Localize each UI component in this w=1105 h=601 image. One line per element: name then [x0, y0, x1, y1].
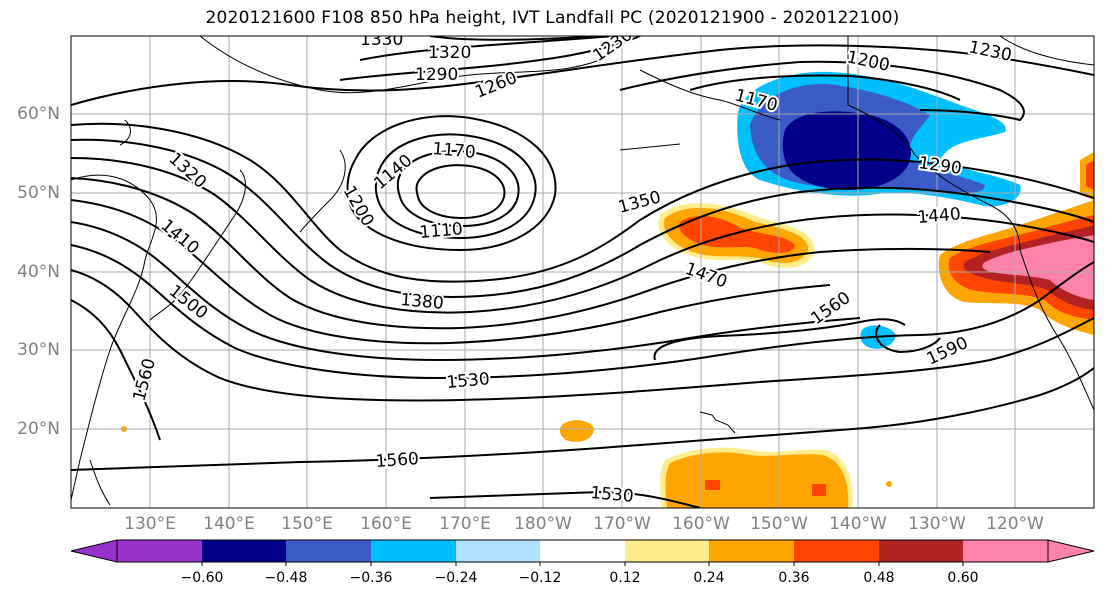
contour-label: 1530 [446, 369, 491, 393]
lon-label: 130°W [908, 514, 966, 534]
contour-label: 1170 [432, 139, 477, 163]
lon-label: 150°E [281, 514, 333, 534]
colorbar-swatch [456, 540, 540, 562]
plot-border [70, 35, 1095, 509]
coastlines [71, 36, 1094, 506]
negative-anomaly-dark [782, 111, 911, 190]
positive-anomaly-small [559, 420, 594, 442]
colorbar [70, 539, 1095, 566]
ivt-shading [121, 71, 1094, 508]
contour-label: 1530 [590, 483, 635, 507]
colorbar-tick-label: −0.36 [349, 570, 393, 586]
colorbar-swatch [794, 540, 879, 562]
positive-anomaly-south-red1 [705, 480, 720, 490]
positive-anomaly-ne-edge-red [1086, 160, 1094, 190]
contour-label: 1320 [428, 43, 471, 63]
lat-label: 50°N [17, 183, 60, 203]
lon-label: 180°W [514, 514, 572, 534]
colorbar-tick-label: 0.12 [609, 570, 641, 586]
colorbar-tick-label: 0.48 [863, 570, 895, 586]
colorbar-tick-label: −0.60 [180, 570, 224, 586]
lon-label: 160°W [672, 514, 730, 534]
lon-label: 150°W [750, 514, 808, 534]
lon-label: 160°E [360, 514, 412, 534]
positive-anomaly-south-orange [665, 452, 849, 508]
colorbar-frame [116, 539, 1049, 563]
contour-label: 1560 [375, 449, 420, 472]
lon-label: 170°W [593, 514, 651, 534]
positive-anomaly-west-red [679, 216, 795, 253]
colorbar-swatch [709, 540, 794, 562]
contour-label: 1380 [400, 290, 445, 314]
lon-label: 130°E [124, 514, 176, 534]
contour-label: 1290 [415, 65, 458, 85]
colorbar-swatch [963, 540, 1048, 562]
colorbar-swatch [625, 540, 709, 562]
positive-dot-east [886, 481, 892, 487]
contour-label: 1110 [419, 219, 464, 243]
colorbar-tick-label: −0.24 [434, 570, 478, 586]
colorbar-extend-high [1047, 539, 1095, 563]
lat-label: 30°N [17, 340, 60, 360]
positive-anomaly-south-red2 [812, 484, 826, 496]
map-title: 2020121600 F108 850 hPa height, IVT Land… [205, 8, 900, 28]
lat-label: 20°N [17, 419, 60, 439]
colorbar-swatch [371, 540, 456, 562]
height-contours [71, 36, 1094, 508]
colorbar-tick-label: 0.24 [693, 570, 725, 586]
colorbar-swatch [286, 540, 371, 562]
colorbar-tick-label: −0.48 [264, 570, 308, 586]
colorbar-swatch [117, 540, 202, 562]
lon-label: 140°E [203, 514, 255, 534]
colorbar-swatch [202, 540, 286, 562]
lon-label: 140°W [829, 514, 887, 534]
graticule [71, 36, 1094, 508]
colorbar-swatch [540, 540, 625, 562]
lon-label: 120°W [986, 514, 1044, 534]
colorbar-tick-label: 0.60 [947, 570, 979, 586]
colorbar-extend-low [70, 539, 118, 563]
positive-anomaly-east-pink [982, 235, 1094, 300]
colorbar-tick-label: 0.36 [778, 570, 810, 586]
lat-label: 40°N [17, 262, 60, 282]
contour-label: 1330 [360, 30, 403, 50]
colorbar-swatch [879, 540, 963, 562]
lat-label: 60°N [17, 104, 60, 124]
contour-label: 1440 [917, 204, 962, 228]
colorbar-tick-label: −0.12 [518, 570, 562, 586]
lon-label: 170°E [439, 514, 491, 534]
